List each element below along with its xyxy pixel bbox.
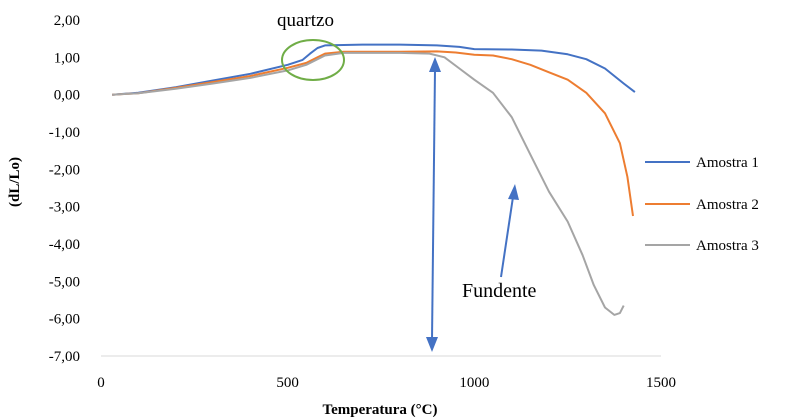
quartzo-highlight-ellipse: [281, 39, 345, 81]
series-line-amostra-2: [112, 50, 634, 217]
fundente-pointer-arrow: [500, 196, 514, 278]
quartzo-label: quartzo: [277, 10, 334, 31]
arrow-head-down-icon: [426, 337, 438, 352]
annotations: quartzo Fundente: [277, 10, 537, 352]
y-tick-label: -2,00: [49, 162, 80, 178]
y-tick-label: 1,00: [54, 50, 80, 66]
fundente-vertical-double-arrow: [431, 68, 436, 341]
x-axis-title: Temperatura (°C): [322, 402, 437, 418]
y-tick-label: -6,00: [49, 312, 80, 328]
y-tick-label: -1,00: [49, 125, 80, 141]
legend-label-amostra-3: Amostra 3: [696, 238, 759, 254]
legend-label-amostra-1: Amostra 1: [696, 155, 759, 171]
y-tick-label: -3,00: [49, 200, 80, 216]
series-layer: [112, 43, 636, 316]
y-tick-label: -4,00: [49, 237, 80, 253]
series-line-amostra-1: [112, 43, 636, 96]
y-tick-label: 2,00: [54, 13, 80, 29]
arrow-head-up-icon: [429, 57, 441, 72]
x-tick-label: 1500: [646, 375, 676, 391]
plot-area: 2,00 1,00 0,00 -1,00 -2,00 -3,00 -4,00 -5,00 -6,…: [49, 13, 676, 391]
y-tick-label: 0,00: [54, 88, 80, 104]
series-line-amostra-3: [112, 51, 625, 316]
arrow-head-icon: [508, 184, 519, 200]
x-tick-label: 0: [97, 375, 105, 391]
legend-label-amostra-2: Amostra 2: [696, 197, 759, 213]
y-tick-label: -7,00: [49, 349, 80, 365]
legend: Amostra 1 Amostra 2 Amostra 3: [645, 155, 759, 254]
x-tick-label: 1000: [459, 375, 489, 391]
y-axis-ticks: 2,00 1,00 0,00 -1,00 -2,00 -3,00 -4,00 -5,00 -6,…: [49, 13, 80, 365]
x-tick-label: 500: [276, 375, 299, 391]
fundente-label: Fundente: [462, 280, 537, 302]
y-axis-title: (dL/Lo): [7, 157, 23, 207]
x-axis-ticks: 0 500 1000 1500: [97, 375, 676, 391]
y-tick-label: -5,00: [49, 274, 80, 290]
